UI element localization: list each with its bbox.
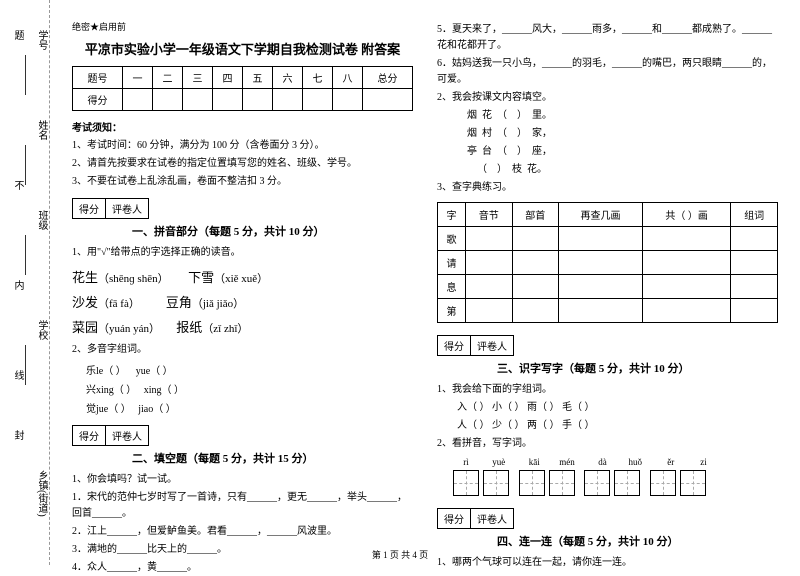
- pinyin-row: 花生（shēnɡ shēn） 下雪（xiě xuě）: [72, 267, 413, 286]
- mark-nei: 内: [10, 280, 25, 290]
- rt-q3: 3、查字典练习。: [437, 180, 778, 196]
- th: 三: [183, 67, 213, 89]
- score-box: 得分评卷人: [437, 335, 514, 356]
- s1-q1: 1、用"√"给带点的字选择正确的读音。: [72, 245, 413, 261]
- exam-title: 平凉市实验小学一年级语文下学期自我检测试卷 附答案: [72, 39, 413, 58]
- multi-row: 乐le（ ） yue（ ）: [86, 362, 413, 377]
- tianzige-cell: [483, 470, 509, 496]
- sidebar-line: [25, 55, 26, 95]
- word-group: 入（ ） 小（ ） 雨（ ） 毛（ ）: [457, 400, 778, 416]
- label-school: 学校: [34, 320, 49, 340]
- fill-line: 6．姑妈送我一只小鸟，______的羽毛，______的嘴巴，两只眼睛_____…: [437, 56, 778, 88]
- s3-q2: 2、看拼音，写字词。: [437, 436, 778, 452]
- section4-title: 四、连一连（每题 5 分，共计 10 分）: [497, 533, 778, 549]
- fill-line: 1．宋代的范仲七岁时写了一首诗，只有______，更无______，举头____…: [72, 490, 413, 522]
- score-summary-table: 题号 一 二 三 四 五 六 七 八 总分 得分: [72, 66, 413, 111]
- sidebar-line: [25, 145, 26, 185]
- th: 六: [273, 67, 303, 89]
- th: 题号: [73, 67, 123, 89]
- exam-page: 学号 题 姓名 不 班级 内 学校 线 封 乡镇(街道) 绝密★启用前 平凉市实…: [0, 0, 800, 565]
- tianzige-cell: [549, 470, 575, 496]
- left-column: 绝密★启用前 平凉市实验小学一年级语文下学期自我检测试卷 附答案 题号 一 二 …: [60, 20, 425, 555]
- char-lookup-table: 字 音节 部首 再查几画 共（ ）画 组词 歌 请 息 第: [437, 202, 778, 323]
- grid-row: 烟 花 （ ） 里。: [467, 108, 778, 124]
- word-group: 人（ ） 少（ ） 两（ ） 手（ ）: [457, 418, 778, 434]
- sidebar-line: [25, 235, 26, 275]
- notice-item: 3、不要在试卷上乱涂乱画，卷面不整洁扣 3 分。: [72, 174, 413, 190]
- label-name: 姓名: [34, 120, 49, 140]
- main-content: 绝密★启用前 平凉市实验小学一年级语文下学期自我检测试卷 附答案 题号 一 二 …: [50, 0, 800, 565]
- th: 五: [243, 67, 273, 89]
- score-left: 得分: [73, 199, 106, 218]
- rt-q2: 2、我会按课文内容填空。: [437, 90, 778, 106]
- label-town: 乡镇(街道): [34, 470, 49, 517]
- mark-xian: 线: [10, 370, 25, 380]
- pinyin-row: 菜园（yuán yán） 报纸（zǐ zhǐ）: [72, 317, 413, 336]
- notice-item: 1、考试时间：60 分钟，满分为 100 分（含卷面分 3 分）。: [72, 138, 413, 154]
- tianzige-cell: [453, 470, 479, 496]
- grid-row: （ ） 枝 花。: [467, 162, 778, 178]
- label-xuehao: 学号: [34, 30, 49, 50]
- secrecy-label: 绝密★启用前: [72, 20, 413, 33]
- score-box: 得分评卷人: [72, 425, 149, 446]
- label-class: 班级: [34, 210, 49, 230]
- score-right: 评卷人: [106, 199, 148, 218]
- notice-item: 2、请首先按要求在试卷的指定位置填写您的姓名、班级、学号。: [72, 156, 413, 172]
- grid-row: 烟 村 （ ） 家，: [467, 126, 778, 142]
- notice-label: 考试须知：: [72, 119, 413, 134]
- tianzige-cell: [614, 470, 640, 496]
- th: 一: [123, 67, 153, 89]
- mark-bu: 不: [10, 180, 25, 190]
- multi-row: 兴xing（ ） xing（ ）: [86, 381, 413, 396]
- tianzige-cell: [584, 470, 610, 496]
- pinyin-row: 沙发（fā fà） 豆角（jiǎ jiǎo）: [72, 292, 413, 311]
- tianzige-labels: rì yuè kāi mén dà huǒ ěr zi: [451, 456, 778, 468]
- grid-row: 亭 台 （ ） 座，: [467, 144, 778, 160]
- th: 四: [213, 67, 243, 89]
- tianzige-cell: [680, 470, 706, 496]
- mark-feng: 封: [10, 430, 25, 440]
- section1-title: 一、拼音部分（每题 5 分，共计 10 分）: [132, 223, 413, 239]
- score-box: 得分评卷人: [72, 198, 149, 219]
- right-column: 5．夏天来了，______风大，______雨多，______和______都成…: [425, 20, 790, 555]
- tianzige-row: [451, 470, 778, 496]
- th: 八: [333, 67, 363, 89]
- s3-q1: 1、我会给下面的字组词。: [437, 382, 778, 398]
- tianzige-cell: [650, 470, 676, 496]
- th: 二: [153, 67, 183, 89]
- section3-title: 三、识字写字（每题 5 分，共计 10 分）: [497, 360, 778, 376]
- th: 七: [303, 67, 333, 89]
- fill-line: 5．夏天来了，______风大，______雨多，______和______都成…: [437, 22, 778, 54]
- s1-q2: 2、多音字组词。: [72, 342, 413, 358]
- binding-sidebar: 学号 题 姓名 不 班级 内 学校 线 封 乡镇(街道): [0, 0, 50, 565]
- score-box: 得分评卷人: [437, 508, 514, 529]
- sidebar-line: [25, 345, 26, 385]
- th: 总分: [363, 67, 413, 89]
- fill-line: 4．众人______，黄______。: [72, 560, 413, 576]
- tianzige-cell: [519, 470, 545, 496]
- fill-line: 2．江上______，但爱鲈鱼美。君看______，______风波里。: [72, 524, 413, 540]
- multi-row: 觉jue（ ） jiao（ ）: [86, 400, 413, 415]
- page-footer: 第 1 页 共 4 页: [0, 548, 800, 561]
- section2-title: 二、填空题（每题 5 分，共计 15 分）: [132, 450, 413, 466]
- mark-ti: 题: [10, 30, 25, 40]
- s2-q1: 1、你会填吗？试一试。: [72, 472, 413, 488]
- row-label: 得分: [73, 89, 123, 111]
